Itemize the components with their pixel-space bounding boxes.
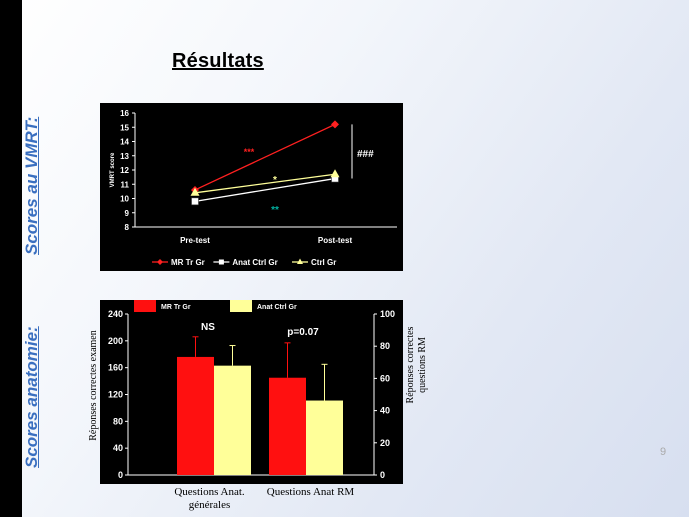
bar-legend-swatch	[134, 300, 156, 312]
left-black-bar	[0, 0, 22, 517]
line-annotation: **	[271, 205, 279, 216]
bar-legend-swatch	[230, 300, 252, 312]
side-label-anatomy: Scores anatomie:	[22, 326, 41, 468]
line-y-tick-label: 8	[125, 223, 130, 232]
bar-right-tick-label: 100	[380, 309, 395, 319]
bar-1-0	[214, 365, 251, 475]
line-point-triangle	[190, 187, 200, 196]
line-point-triangle	[330, 169, 340, 178]
bar-right-tick-label: 20	[380, 438, 390, 448]
bar-left-tick-label: 40	[113, 443, 123, 453]
line-legend-marker	[297, 258, 303, 264]
line-x-tick-label: Pre-test	[180, 236, 210, 245]
line-y-tick-label: 12	[120, 166, 129, 175]
line-point-square	[191, 197, 199, 206]
bar-left-ylabel: Réponses correctes examen	[88, 330, 99, 441]
line-series-1	[194, 177, 336, 202]
line-y-axis-label: VMRT score	[110, 152, 116, 187]
bar-left-tick-label: 240	[108, 309, 123, 319]
line-annotation: ***	[244, 147, 255, 157]
bar-right-ylabel-1: Réponses correctes	[405, 326, 416, 404]
bar-right-tick-label: 40	[380, 406, 390, 416]
line-point-diamond	[331, 120, 339, 129]
line-x-tick-label: Post-test	[318, 236, 353, 245]
line-legend-label: Ctrl Gr	[311, 258, 336, 267]
vmrt-line-chart: 8 9 10 11 12 13 14 15 16 VMRT score Pre-test Post-t…	[100, 103, 403, 271]
bar-left-tick-label: 80	[113, 416, 123, 426]
line-y-tick-label: 14	[120, 138, 129, 147]
line-y-tick-label: 10	[120, 195, 129, 204]
bar-left-tick-label: 200	[108, 336, 123, 346]
bar-annotation: NS	[201, 322, 215, 333]
bar-0-1	[269, 377, 306, 475]
line-legend-marker	[218, 259, 224, 265]
line-annotation: *	[273, 175, 277, 186]
line-legend-label: Anat Ctrl Gr	[232, 258, 277, 267]
line-y-tick-label: 16	[120, 109, 129, 118]
slide-title: Résultats	[172, 50, 264, 72]
bar-left-tick-label: 160	[108, 363, 123, 373]
bar-right-tick-label: 60	[380, 373, 390, 383]
bar-right-ylabel-2: questions RM	[417, 337, 428, 393]
bar-left-tick-label: 0	[118, 470, 123, 480]
bar-xlabel-1: Questions Anat.	[174, 486, 245, 498]
line-y-tick-label: 13	[120, 152, 129, 161]
bar-legend-label: MR Tr Gr	[161, 304, 191, 311]
line-series-0	[194, 123, 336, 191]
bar-1-1	[306, 400, 343, 475]
line-legend-marker	[157, 259, 163, 265]
anatomy-bar-chart-svg: 0 40 80 120 160 200 240 0 20 40 60 80 100 MR Tr Gr Ana…	[108, 300, 395, 480]
bar-0-0	[177, 356, 214, 475]
bar-xlabel-1b: générales	[188, 499, 231, 511]
line-y-tick-label: 15	[120, 123, 129, 132]
line-annotation: ###	[357, 149, 374, 160]
line-y-tick-label: 11	[121, 180, 130, 189]
line-series-2	[194, 173, 336, 194]
line-y-tick-label: 9	[125, 209, 130, 218]
side-label-vmrt: Scores au VMRT:	[22, 116, 41, 255]
bar-right-tick-label: 0	[380, 470, 385, 480]
bar-left-tick-label: 120	[108, 390, 123, 400]
bar-right-tick-label: 80	[380, 341, 390, 351]
bar-annotation: p=0.07	[287, 327, 319, 338]
bar-xlabel-2: Questions Anat RM	[266, 486, 355, 498]
bar-legend-label: Anat Ctrl Gr	[257, 304, 297, 311]
line-legend-label: MR Tr Gr	[171, 258, 205, 267]
vmrt-line-chart-svg: 8 9 10 11 12 13 14 15 16 VMRT score Pre-test Post-t…	[110, 109, 397, 267]
page-number: 9	[660, 446, 667, 458]
anatomy-bar-chart: 0 40 80 120 160 200 240 0 20 40 60 80 100 MR Tr Gr Ana…	[100, 300, 403, 484]
